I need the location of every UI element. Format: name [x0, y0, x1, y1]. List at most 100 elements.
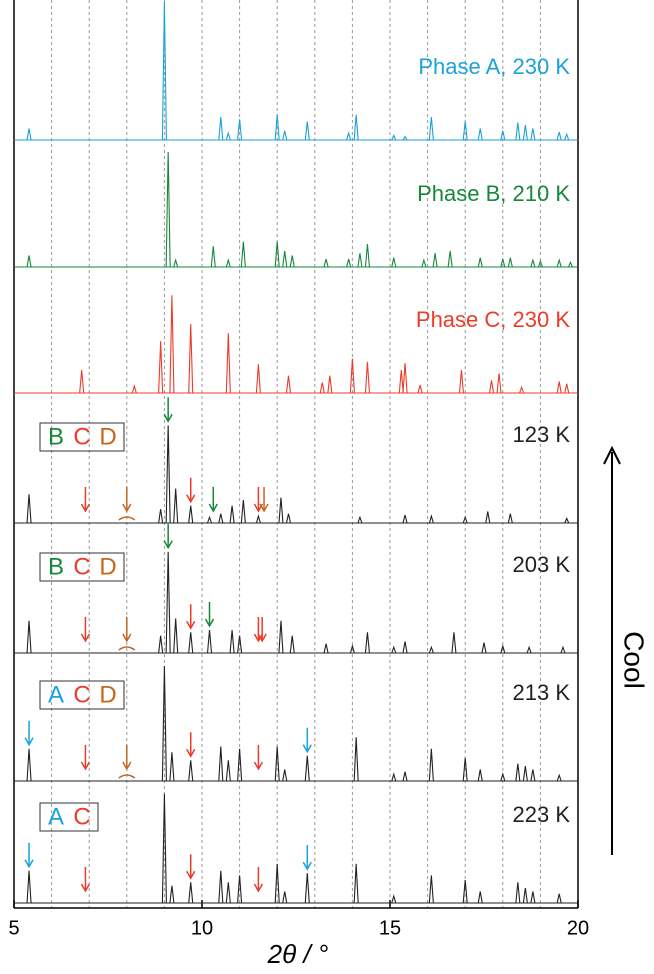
- side-label: Cool: [619, 631, 650, 689]
- temperature-label: 203 K: [513, 552, 571, 577]
- peak: [278, 497, 284, 524]
- annotation-arrow-head: [302, 861, 312, 871]
- peak: [169, 752, 175, 782]
- peak: [515, 882, 521, 904]
- phase-letter: D: [99, 681, 116, 708]
- peak: [353, 863, 359, 904]
- peak: [188, 882, 194, 904]
- peak: [225, 131, 231, 141]
- peak: [304, 755, 310, 782]
- peak: [26, 870, 32, 904]
- phase-box: [39, 680, 125, 710]
- peak: [346, 258, 352, 268]
- peak: [237, 635, 243, 654]
- peak: [530, 769, 536, 782]
- peak: [428, 116, 434, 141]
- peak: [428, 748, 434, 782]
- annotation-arrow-head: [163, 413, 173, 423]
- peak: [402, 641, 408, 654]
- x-tick-label: 20: [567, 917, 589, 939]
- peak: [237, 875, 243, 904]
- peak: [26, 255, 32, 268]
- peak: [485, 511, 491, 524]
- peak: [274, 746, 280, 782]
- peak: [462, 121, 468, 141]
- peak: [188, 323, 194, 394]
- peak: [477, 891, 483, 904]
- peak: [218, 870, 224, 904]
- cool-arrow-head: [603, 445, 621, 465]
- peak: [421, 258, 427, 268]
- peak: [173, 258, 179, 268]
- peak: [274, 114, 280, 141]
- peak: [526, 645, 532, 654]
- peak: [282, 769, 288, 782]
- peak: [458, 369, 464, 394]
- peak: [255, 514, 261, 524]
- peak: [229, 629, 235, 654]
- peak: [169, 885, 175, 904]
- peak: [428, 514, 434, 524]
- peak: [285, 375, 292, 394]
- hump-marker: [118, 646, 136, 651]
- annotation-arrow-head: [186, 748, 196, 758]
- peak: [353, 114, 359, 141]
- peak: [515, 122, 521, 141]
- peak: [364, 361, 370, 394]
- phase-letter: B: [48, 553, 64, 580]
- annotation-arrow-head: [186, 494, 196, 504]
- peak: [515, 763, 521, 782]
- peak: [428, 875, 434, 904]
- peak: [158, 635, 164, 654]
- peak: [188, 760, 194, 782]
- peak: [79, 369, 85, 394]
- peak: [289, 255, 295, 268]
- annotation-arrow-head: [80, 761, 91, 771]
- peak: [240, 241, 246, 268]
- phase-box: [39, 422, 125, 452]
- peak: [349, 358, 355, 394]
- phase-label: Phase B, 210 K: [417, 181, 570, 206]
- phase-letter: A: [48, 681, 64, 708]
- peak: [255, 364, 261, 394]
- phase-letter: B: [48, 423, 64, 450]
- peak: [507, 257, 513, 268]
- peak: [169, 295, 175, 394]
- peak: [282, 130, 288, 141]
- annotation-arrow-head: [253, 761, 264, 771]
- peak: [26, 494, 32, 524]
- annotation-arrow-head: [80, 503, 91, 513]
- annotation-arrow-head: [24, 859, 34, 869]
- hump-marker: [118, 516, 136, 521]
- peak: [237, 119, 243, 141]
- annotation-arrow-head: [208, 503, 218, 513]
- peak: [500, 772, 506, 782]
- phase-letter: D: [99, 553, 116, 580]
- peak: [188, 505, 194, 524]
- peak: [477, 257, 483, 268]
- peak: [364, 632, 370, 654]
- annotation-arrow-head: [122, 633, 132, 643]
- peak: [26, 128, 32, 141]
- peak: [564, 517, 570, 524]
- phase-letter: C: [73, 681, 90, 708]
- phase-letter: C: [73, 803, 90, 830]
- peak: [556, 131, 562, 141]
- peak: [402, 135, 408, 141]
- annotation-arrow-head: [259, 503, 269, 513]
- peak: [364, 243, 370, 268]
- x-tick-label: 15: [379, 917, 401, 939]
- peak: [556, 258, 562, 268]
- peak: [158, 509, 164, 524]
- peak: [285, 513, 292, 524]
- annotation-arrow-head: [204, 618, 215, 628]
- annotation-arrow-head: [80, 633, 91, 643]
- peak: [26, 748, 32, 782]
- peak: [323, 258, 329, 268]
- peak: [274, 863, 280, 904]
- peak: [537, 259, 543, 268]
- annotation-arrow-head: [186, 870, 196, 880]
- peak: [522, 124, 528, 141]
- peak: [402, 514, 408, 524]
- peak: [530, 891, 536, 904]
